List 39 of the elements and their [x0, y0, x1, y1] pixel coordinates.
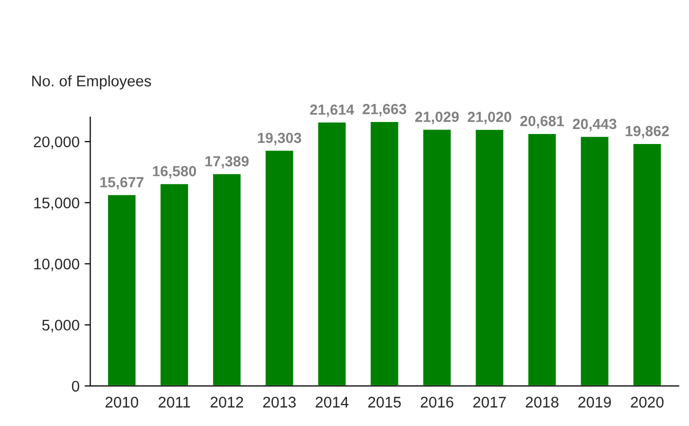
x-tick-label: 2016 — [420, 396, 454, 408]
x-tick-label: 2014 — [316, 396, 348, 408]
data-label: 20,681 — [520, 116, 564, 128]
y-tick-label: 20,000 — [34, 136, 80, 150]
y-tick-label: 15,000 — [34, 198, 80, 210]
bar — [159, 182, 190, 386]
x-tick-label: 2017 — [473, 396, 506, 408]
bar — [632, 142, 662, 386]
bar — [106, 194, 137, 386]
data-label: 17,389 — [205, 156, 249, 169]
x-tick-label: 2018 — [526, 396, 558, 408]
x-tick-label: 2013 — [263, 396, 296, 408]
y-tick-label: 5,000 — [42, 320, 80, 332]
data-label: 15,677 — [100, 177, 144, 190]
data-label: 19,303 — [258, 132, 302, 146]
bar — [264, 149, 295, 386]
bar — [474, 128, 505, 386]
x-tick-label: 2015 — [368, 396, 401, 408]
x-tick-label: 2011 — [158, 396, 190, 408]
x-tick-label: 2012 — [210, 396, 244, 408]
bar — [212, 172, 242, 386]
y-tick-label: 10,000 — [34, 258, 80, 272]
data-label: 19,862 — [626, 126, 669, 138]
x-tick-label: 2019 — [578, 396, 611, 408]
bar — [422, 128, 452, 386]
bar — [526, 132, 558, 386]
data-label: 16,580 — [152, 166, 196, 178]
x-tick-label: 2020 — [630, 396, 664, 408]
data-label: 21,029 — [415, 112, 459, 124]
data-label: 21,614 — [310, 104, 354, 117]
y-tick-label: 0 — [72, 380, 80, 392]
data-label: 21,663 — [362, 104, 406, 116]
y-axis-title: No. of Employees — [32, 75, 152, 90]
bar — [316, 121, 348, 386]
bar — [369, 120, 400, 386]
data-label: 21,020 — [468, 112, 512, 124]
data-label: 20,443 — [572, 118, 616, 132]
x-tick-label: 2010 — [106, 396, 138, 408]
bar — [579, 135, 610, 386]
